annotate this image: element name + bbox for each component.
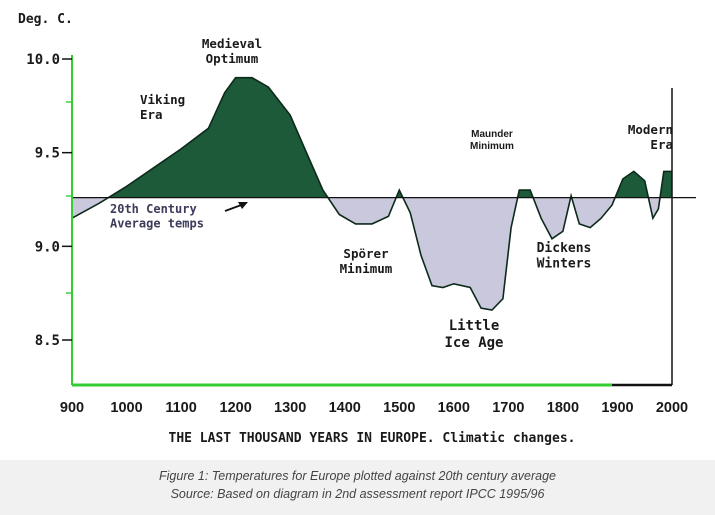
y-axis-title: Deg. C. (18, 12, 73, 27)
x-tick-label: 1400 (329, 400, 361, 416)
annotation-little-ice-age: Little Ice Age (444, 318, 503, 351)
annotation-maunder-minimum-line: Maunder (471, 129, 513, 140)
annotation-modern-era-line: Era (650, 137, 673, 152)
annotation-sporer-minimum: Spörer Minimum (340, 246, 393, 276)
x-tick-label: 900 (60, 400, 84, 416)
annotation-little-ice-age-line: Little (449, 318, 500, 334)
annotation-sporer-minimum-line: Minimum (340, 261, 393, 276)
x-tick-label: 1500 (383, 400, 415, 416)
annotation-sporer-minimum-line: Spörer (343, 246, 389, 261)
annotation-20th-century-average-line: 20th Century (110, 202, 197, 216)
annotation-viking-era-line: Viking (140, 92, 185, 107)
annotation-20th-century-average: 20th Century Average temps (110, 202, 204, 230)
annotation-medieval-optimum: Medieval Optimum (202, 36, 262, 66)
annotation-20th-century-average-line: Average temps (110, 216, 204, 230)
x-tick-label: 1600 (438, 400, 470, 416)
y-tick-label: 9.5 (35, 146, 60, 162)
cold-area (72, 197, 672, 310)
annotation-modern-era: Modern Era (628, 122, 673, 152)
x-tick-label: 2000 (656, 400, 688, 416)
y-tick-label: 10.0 (26, 52, 60, 68)
x-tick-label: 1100 (165, 400, 196, 416)
x-tick-label: 1000 (110, 400, 142, 416)
annotation-maunder-minimum-line: Minimum (470, 141, 514, 152)
annotation-dickens-winters-line: Winters (537, 257, 592, 272)
y-tick-label: 9.0 (35, 239, 60, 255)
baseline-arrow-head (238, 202, 248, 209)
x-axis-title: THE LAST THOUSAND YEARS IN EUROPE. Clima… (169, 431, 576, 446)
x-tick-label: 1200 (220, 400, 252, 416)
annotation-dickens-winters: Dickens Winters (537, 241, 592, 272)
x-tick-label: 1700 (492, 400, 524, 416)
y-tick-label: 8.5 (35, 333, 60, 349)
chart-svg: 8.5 9.0 9.5 10.0 900 1000 1100 1200 1300 1400 1500… (18, 12, 696, 446)
annotation-viking-era: Viking Era (140, 92, 185, 122)
figure-caption: Figure 1: Temperatures for Europe plotte… (159, 469, 556, 483)
x-tick-label: 1900 (601, 400, 633, 416)
annotation-medieval-optimum-line: Optimum (206, 51, 259, 66)
annotation-medieval-optimum-line: Medieval (202, 36, 262, 51)
figure-source: Source: Based on diagram in 2nd assessme… (170, 487, 545, 501)
annotation-dickens-winters-line: Dickens (537, 241, 592, 256)
warm-area (72, 77, 672, 198)
annotation-maunder-minimum: Maunder Minimum (470, 129, 514, 152)
annotation-modern-era-line: Modern (628, 122, 673, 137)
x-tick-label: 1300 (274, 400, 306, 416)
annotation-viking-era-line: Era (140, 107, 163, 122)
temperature-line (71, 76, 672, 311)
x-tick-label: 1800 (547, 400, 579, 416)
chart-figure: 8.5 9.0 9.5 10.0 900 1000 1100 1200 1300 1400 1500… (0, 0, 715, 460)
annotation-little-ice-age-line: Ice Age (444, 335, 503, 351)
